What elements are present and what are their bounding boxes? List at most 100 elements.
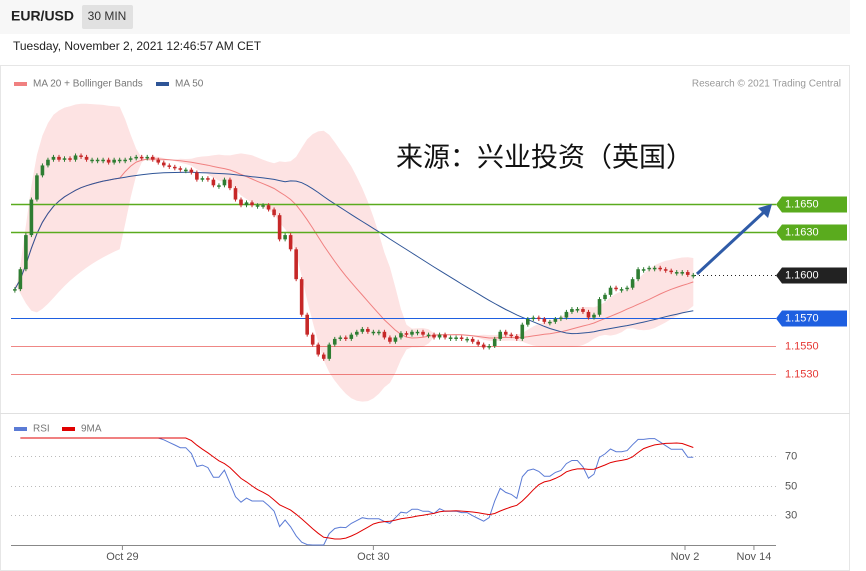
candle	[73, 155, 78, 160]
candle	[614, 287, 618, 290]
candle	[570, 309, 574, 312]
y-tick-label: 70	[785, 450, 797, 462]
candle	[217, 185, 221, 187]
level-label-box	[776, 310, 847, 327]
legend-swatch	[156, 82, 169, 86]
candle	[592, 314, 596, 318]
candle	[35, 175, 39, 200]
candle	[327, 344, 332, 359]
candle	[421, 331, 425, 335]
candle	[222, 179, 227, 186]
bollinger-band	[14, 103, 694, 402]
candle	[277, 215, 282, 240]
candle	[526, 318, 530, 325]
candle	[250, 202, 254, 206]
candle	[443, 334, 447, 338]
annotation: 来源：兴业投资（英国）	[396, 143, 693, 174]
candle	[531, 317, 536, 320]
candle	[476, 341, 480, 345]
candle	[106, 159, 111, 163]
candle	[503, 331, 508, 335]
candle	[332, 338, 337, 345]
candle	[84, 156, 89, 160]
candle	[448, 337, 453, 339]
candle	[371, 331, 376, 334]
candle	[79, 155, 83, 157]
ma20-line	[14, 158, 694, 339]
timeframe[interactable]: 30 MIN	[88, 9, 127, 23]
candle	[112, 159, 116, 163]
candle	[24, 235, 28, 270]
candle	[459, 337, 464, 339]
candle	[244, 202, 249, 206]
candle	[321, 354, 326, 359]
candle	[559, 317, 563, 320]
candle	[663, 269, 668, 271]
candle	[68, 158, 72, 160]
candle	[470, 338, 475, 342]
legend-swatch	[14, 427, 27, 431]
candle	[481, 344, 486, 348]
timeframe-box	[82, 5, 133, 29]
candle	[40, 165, 45, 176]
candle	[377, 331, 381, 334]
candle	[548, 321, 552, 324]
candle	[178, 168, 183, 170]
candle	[184, 169, 188, 172]
level-label: 1.1630	[785, 226, 819, 238]
candle	[537, 317, 541, 320]
candle	[432, 334, 436, 338]
candle	[426, 334, 431, 337]
candle	[669, 270, 674, 273]
legend-label: MA 50	[175, 79, 204, 90]
candle	[211, 179, 216, 186]
candle	[156, 159, 161, 163]
legend-label: RSI	[33, 424, 50, 435]
candle	[299, 279, 304, 315]
credit: Research © 2021 Trading Central	[692, 79, 841, 90]
candle	[288, 235, 293, 250]
candle	[641, 269, 646, 271]
candle	[200, 178, 205, 180]
candle	[636, 269, 640, 280]
rsi-ma-line	[20, 437, 694, 540]
candle	[630, 279, 635, 288]
candle	[674, 272, 679, 274]
candle	[261, 205, 265, 207]
candle	[410, 331, 414, 335]
legend-swatch	[62, 427, 75, 431]
candle	[117, 159, 122, 162]
candle	[134, 156, 139, 159]
candle	[388, 337, 392, 342]
ma50-line	[14, 171, 694, 335]
header-bar	[0, 0, 850, 34]
candle	[575, 309, 580, 311]
candle	[255, 205, 260, 207]
candle	[465, 338, 469, 341]
level-label: 1.1570	[785, 312, 819, 324]
candle	[487, 346, 491, 348]
candle	[101, 159, 105, 162]
candle	[150, 156, 155, 160]
symbol: EUR/USD	[11, 8, 74, 24]
candle	[542, 318, 547, 322]
candle	[62, 158, 67, 160]
candle	[239, 199, 243, 206]
candle	[283, 235, 287, 240]
candle	[691, 274, 696, 277]
candle	[46, 159, 50, 166]
candle	[294, 249, 298, 280]
candle	[29, 199, 34, 236]
rsi-line	[20, 437, 694, 546]
candle	[393, 337, 398, 342]
level-label: 1.1600	[785, 269, 819, 281]
legend-label: MA 20 + Bollinger Bands	[33, 79, 143, 90]
candle	[492, 338, 497, 347]
candle	[128, 158, 133, 160]
candle	[338, 337, 343, 339]
candle	[603, 294, 607, 300]
candle	[13, 289, 17, 291]
arrow-head	[758, 204, 772, 218]
candle	[167, 165, 172, 167]
